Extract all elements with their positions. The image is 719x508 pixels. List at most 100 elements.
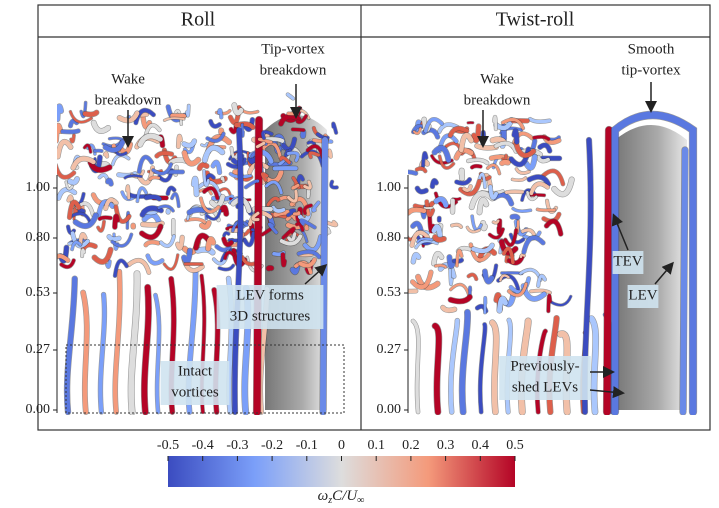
vortex-tube bbox=[286, 208, 296, 217]
vortex-tube bbox=[251, 211, 260, 222]
vortex-tube bbox=[415, 186, 429, 194]
vortex-tube bbox=[459, 309, 471, 415]
vortex-tube bbox=[218, 264, 235, 271]
vortex-tube bbox=[482, 269, 495, 284]
arrow bbox=[611, 213, 629, 251]
vortex-tube bbox=[111, 233, 133, 248]
vortex-tube bbox=[73, 212, 99, 229]
vortex-tube bbox=[222, 231, 230, 237]
colorbar-tick-label: -0.5 bbox=[157, 438, 179, 453]
vortex-tube bbox=[298, 257, 317, 268]
annotation: tip-vortex bbox=[621, 62, 681, 78]
vortex-tube bbox=[280, 252, 287, 267]
vortex-tube bbox=[176, 134, 183, 149]
y-tick-label: 0.27 bbox=[26, 342, 51, 357]
y-tick-label: 1.00 bbox=[26, 180, 51, 195]
vortex-tube bbox=[311, 201, 320, 212]
vortex-tube bbox=[253, 116, 263, 415]
vortex-tube bbox=[549, 295, 572, 307]
vortex-tube bbox=[255, 141, 266, 149]
vortex-tube bbox=[536, 155, 550, 163]
colorbar-tick-label: 0.5 bbox=[506, 438, 524, 453]
vortex-tube bbox=[281, 227, 296, 240]
vortex-tube bbox=[488, 227, 505, 240]
vortex-tube bbox=[83, 143, 92, 154]
colorbar-tick-label: 0.4 bbox=[472, 438, 490, 453]
label-part: ω bbox=[318, 488, 329, 504]
vortex-tube bbox=[511, 207, 532, 213]
vortex-tube bbox=[459, 168, 465, 181]
label-box bbox=[499, 356, 591, 400]
vortex-tube bbox=[265, 180, 283, 195]
vortex-tube bbox=[308, 151, 320, 159]
y-tick-label: 0.80 bbox=[377, 230, 402, 245]
vortex-tube bbox=[68, 212, 92, 225]
vortex-tube bbox=[470, 214, 483, 232]
wing-surface bbox=[615, 125, 687, 410]
label-box bbox=[627, 285, 659, 308]
y-tick-label: 0.80 bbox=[26, 230, 51, 245]
colorbar-tick-label: 0.3 bbox=[437, 438, 455, 453]
vortex-tube bbox=[219, 187, 231, 195]
vortex-tube bbox=[197, 162, 210, 171]
vortex-tube bbox=[230, 146, 239, 160]
vortex-tube bbox=[137, 155, 154, 174]
vortex-tube bbox=[537, 143, 552, 153]
vortex-tube bbox=[105, 178, 114, 187]
vortex-tube bbox=[440, 305, 457, 313]
colorbar-tick-label: 0.1 bbox=[367, 438, 385, 453]
vortex-tube bbox=[70, 156, 96, 170]
vortex-tube bbox=[136, 186, 148, 203]
vortex-tube bbox=[680, 147, 688, 415]
vortex-tube bbox=[541, 169, 565, 186]
annotation: Previously- bbox=[510, 358, 579, 374]
colorbar-tick-label: -0.3 bbox=[226, 438, 248, 453]
vortex-tube bbox=[455, 249, 463, 268]
vortex-tube bbox=[170, 192, 180, 208]
region-outline bbox=[65, 344, 345, 414]
vortex-tube bbox=[149, 176, 160, 181]
vortex-tube bbox=[65, 180, 74, 190]
vortex-tube bbox=[219, 204, 229, 217]
vortex-tube bbox=[140, 112, 152, 130]
vortex-tube bbox=[220, 176, 225, 183]
vortex-tube bbox=[113, 259, 129, 278]
vortex-tube bbox=[112, 214, 120, 230]
vortex-tube bbox=[185, 104, 191, 118]
vortex-tube bbox=[496, 218, 502, 235]
vortex-tube bbox=[243, 117, 255, 132]
vortex-tube bbox=[300, 129, 306, 139]
vortex-tube bbox=[80, 290, 90, 415]
vortex-tube bbox=[181, 248, 193, 264]
vortex-tube bbox=[501, 118, 525, 130]
vortex-tube bbox=[286, 151, 300, 162]
vortex-tube bbox=[551, 177, 575, 197]
vortex-tube bbox=[466, 158, 489, 165]
vortex-tube bbox=[447, 254, 456, 269]
vortex-tube bbox=[82, 110, 99, 117]
vortex-tube bbox=[603, 126, 613, 415]
vortex-tube bbox=[510, 214, 520, 220]
vortex-tube bbox=[507, 282, 528, 297]
vortex-tube bbox=[291, 127, 305, 132]
label-part: z bbox=[327, 495, 332, 506]
vortex-tube bbox=[307, 140, 316, 146]
vortex-tube bbox=[492, 115, 498, 131]
vortex-tube bbox=[519, 253, 526, 259]
vortex-tube bbox=[438, 155, 455, 170]
vortex-tube bbox=[125, 184, 131, 200]
vortex-tube bbox=[291, 183, 300, 190]
vortex-tube bbox=[494, 117, 514, 131]
vortex-tube bbox=[546, 294, 552, 313]
vortex-tube bbox=[117, 110, 140, 123]
vortex-tube bbox=[471, 123, 481, 143]
colorbar-tick-label: -0.4 bbox=[192, 438, 214, 453]
vortex-tube bbox=[302, 203, 313, 215]
y-tick-label: 0.00 bbox=[26, 402, 51, 417]
vortex-tube bbox=[414, 239, 439, 249]
vortex-tube bbox=[450, 223, 463, 229]
vortex-tube bbox=[78, 232, 87, 246]
vortex-tube bbox=[57, 104, 64, 122]
vortex-tube bbox=[163, 253, 179, 271]
vortex-tube bbox=[497, 296, 508, 314]
